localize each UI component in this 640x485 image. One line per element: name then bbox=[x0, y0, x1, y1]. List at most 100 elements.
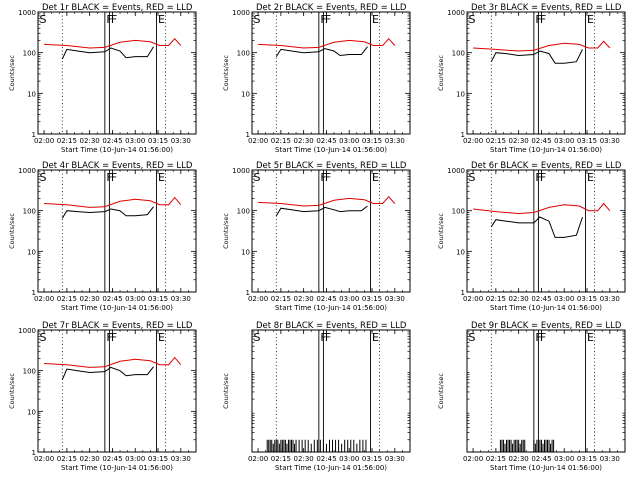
x-tick-label: 02:45 bbox=[316, 137, 336, 145]
x-axis-label: Start Time (10-Jun-14 01:56:00) bbox=[275, 146, 387, 154]
chart-title: Det 6r BLACK = Events, RED = LLD bbox=[471, 161, 622, 171]
x-tick-label: 03:30 bbox=[600, 455, 620, 463]
plot-frame bbox=[466, 11, 626, 135]
x-axis-label: Start Time (10-Jun-14 01:56:00) bbox=[61, 146, 173, 154]
x-tick-label: 03:15 bbox=[577, 137, 597, 145]
x-axis-label: Start Time (10-Jun-14 01:56:00) bbox=[490, 146, 602, 154]
events-series-line bbox=[61, 46, 154, 60]
x-tick-label: 02:00 bbox=[248, 455, 268, 463]
x-tick-label: 02:00 bbox=[463, 455, 483, 463]
x-tick-label: 02:30 bbox=[509, 137, 529, 145]
x-tick-label: 03:00 bbox=[339, 455, 359, 463]
x-axis-label: Start Time (10-Jun-14 01:56:00) bbox=[275, 464, 387, 472]
x-tick-label: 02:15 bbox=[57, 295, 77, 303]
x-tick-label: 02:00 bbox=[34, 137, 54, 145]
x-tick-label: 02:15 bbox=[486, 137, 506, 145]
y-tick-label: 1000 bbox=[447, 167, 465, 175]
marker-label-e: E bbox=[587, 171, 594, 184]
x-tick-label: 03:30 bbox=[171, 455, 191, 463]
y-tick-label: 1000 bbox=[232, 9, 250, 17]
x-tick-label: 02:45 bbox=[102, 455, 122, 463]
x-tick-label: 03:15 bbox=[577, 455, 597, 463]
y-axis-label: Counts/sec bbox=[437, 213, 445, 249]
marker-label-s: S bbox=[40, 13, 47, 26]
marker-label-e: E bbox=[372, 13, 379, 26]
x-tick-label: 02:15 bbox=[57, 137, 77, 145]
chart-panel-7: Det 7r BLACK = Events, RED = LLD Counts/s… bbox=[8, 321, 197, 472]
marker-label-s: S bbox=[469, 13, 476, 26]
events-series-line bbox=[61, 366, 154, 380]
y-tick-label: 10 bbox=[456, 90, 465, 98]
chart-title: Det 5r BLACK = Events, RED = LLD bbox=[256, 161, 407, 171]
x-tick-label: 03:00 bbox=[125, 295, 145, 303]
lld-series-line bbox=[258, 195, 396, 207]
chart-title: Det 4r BLACK = Events, RED = LLD bbox=[42, 161, 193, 171]
marker-label-e: E bbox=[158, 331, 165, 344]
marker-label-f: F bbox=[540, 13, 546, 26]
chart-title: Det 7r BLACK = Events, RED = LLD bbox=[42, 321, 193, 331]
x-axis-label: Start Time (10-Jun-14 01:56:00) bbox=[275, 304, 387, 312]
y-axis-label: Counts/sec bbox=[437, 55, 445, 91]
x-tick-label: 03:15 bbox=[148, 137, 168, 145]
y-tick-label: 1 bbox=[32, 449, 36, 457]
marker-label-e: E bbox=[587, 13, 594, 26]
x-tick-label: 03:15 bbox=[577, 295, 597, 303]
y-axis-label: Counts/sec bbox=[437, 373, 445, 409]
y-tick-label: 10 bbox=[241, 90, 250, 98]
x-tick-label: 02:30 bbox=[294, 455, 314, 463]
y-axis-label: Counts/sec bbox=[8, 213, 16, 249]
marker-label-f: F bbox=[325, 331, 331, 344]
y-tick-label: 100 bbox=[452, 208, 465, 216]
plot-frame bbox=[37, 11, 197, 135]
x-tick-label: 03:15 bbox=[362, 137, 382, 145]
plot-frame bbox=[466, 169, 626, 293]
marker-label-s: S bbox=[469, 331, 476, 344]
marker-label-f: F bbox=[111, 171, 117, 184]
x-tick-label: 02:00 bbox=[34, 455, 54, 463]
x-tick-label: 03:30 bbox=[171, 295, 191, 303]
y-tick-label: 1 bbox=[246, 289, 250, 297]
x-tick-label: 02:30 bbox=[80, 295, 100, 303]
x-tick-label: 02:00 bbox=[463, 295, 483, 303]
marker-label-s: S bbox=[254, 331, 261, 344]
y-tick-label: 10 bbox=[241, 248, 250, 256]
x-axis-label: Start Time (10-Jun-14 01:56:00) bbox=[490, 304, 602, 312]
y-axis-label: Counts/sec bbox=[222, 55, 230, 91]
marker-label-f: F bbox=[111, 331, 117, 344]
chart-panel-8: Det 8r BLACK = Events, RED = LLD Counts/s… bbox=[222, 321, 411, 472]
y-axis-label: Counts/sec bbox=[8, 373, 16, 409]
x-tick-label: 03:30 bbox=[600, 137, 620, 145]
marker-label-e: E bbox=[158, 13, 165, 26]
lld-series-line bbox=[44, 37, 182, 49]
marker-label-e: E bbox=[372, 171, 379, 184]
y-tick-label: 100 bbox=[452, 50, 465, 58]
x-tick-label: 02:45 bbox=[102, 137, 122, 145]
x-tick-label: 03:15 bbox=[362, 455, 382, 463]
marker-label-e: E bbox=[158, 171, 165, 184]
y-tick-label: 1000 bbox=[18, 327, 36, 335]
x-tick-label: 03:30 bbox=[385, 455, 405, 463]
marker-label-f: F bbox=[111, 13, 117, 26]
x-tick-label: 02:30 bbox=[80, 137, 100, 145]
marker-label-f: F bbox=[540, 331, 546, 344]
x-tick-label: 02:15 bbox=[271, 295, 291, 303]
x-tick-label: 03:00 bbox=[554, 455, 574, 463]
y-tick-label: 10 bbox=[27, 408, 36, 416]
y-tick-label: 100 bbox=[23, 368, 36, 376]
plot-frame bbox=[251, 169, 411, 293]
x-axis-label: Start Time (10-Jun-14 01:56:00) bbox=[61, 464, 173, 472]
x-tick-label: 02:15 bbox=[486, 295, 506, 303]
chart-panel-5: Det 5r BLACK = Events, RED = LLD Counts/s… bbox=[222, 161, 411, 312]
y-tick-label: 10 bbox=[456, 248, 465, 256]
x-tick-label: 03:00 bbox=[339, 295, 359, 303]
plot-frame bbox=[251, 329, 411, 453]
x-tick-label: 02:45 bbox=[316, 455, 336, 463]
y-tick-label: 1000 bbox=[447, 9, 465, 17]
y-tick-label: 1000 bbox=[18, 9, 36, 17]
x-tick-label: 03:30 bbox=[171, 137, 191, 145]
x-tick-label: 02:45 bbox=[531, 295, 551, 303]
x-tick-label: 03:00 bbox=[339, 137, 359, 145]
chart-title: Det 2r BLACK = Events, RED = LLD bbox=[256, 3, 407, 13]
plot-frame bbox=[466, 329, 626, 453]
